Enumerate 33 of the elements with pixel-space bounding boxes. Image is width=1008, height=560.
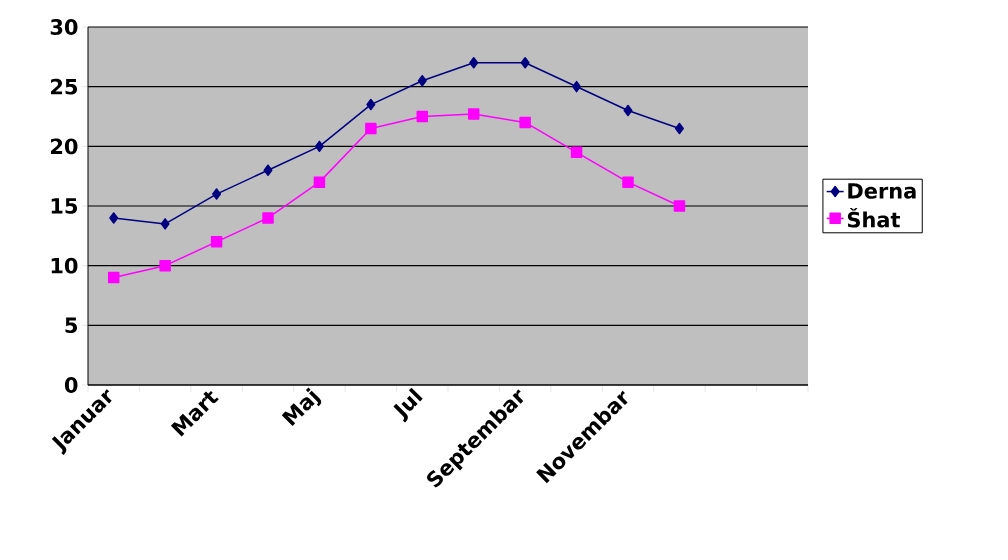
x-tick-label: Jul — [393, 387, 423, 423]
point — [417, 74, 427, 87]
point — [673, 200, 686, 212]
point — [210, 236, 223, 248]
y-tick-label: 5 — [65, 317, 78, 334]
legend-label: Šhat — [847, 207, 900, 228]
point — [469, 57, 479, 69]
point — [519, 116, 531, 129]
point — [313, 176, 326, 188]
point — [366, 98, 376, 111]
point — [160, 218, 170, 230]
y-tick-label: 10 — [51, 257, 78, 274]
point — [159, 259, 171, 272]
point — [212, 188, 222, 200]
point — [674, 122, 684, 135]
point — [467, 108, 480, 120]
point — [622, 176, 634, 188]
point — [416, 110, 429, 123]
point — [109, 212, 119, 224]
point — [570, 146, 583, 159]
point — [572, 80, 582, 93]
y-tick-label: 15 — [51, 198, 78, 214]
point — [263, 164, 273, 176]
point — [107, 271, 120, 284]
y-tick-label: 20 — [51, 138, 78, 155]
point — [262, 212, 274, 224]
y-tick-label: 25 — [51, 78, 78, 95]
point — [314, 140, 324, 153]
point — [520, 57, 530, 69]
y-tick-label: 30 — [50, 19, 78, 35]
point — [623, 104, 633, 117]
legend-label: Derna — [848, 183, 916, 199]
point — [365, 122, 377, 135]
